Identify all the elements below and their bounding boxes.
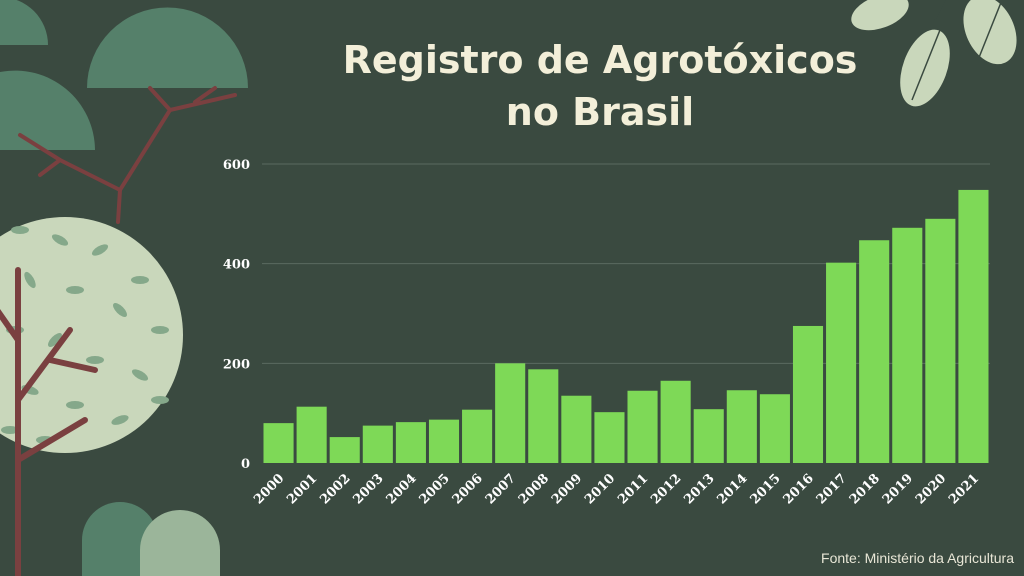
x-tick-label: 2007 bbox=[483, 471, 519, 507]
bar-2005 bbox=[428, 419, 460, 463]
bar-2012 bbox=[660, 380, 691, 463]
bar-2018 bbox=[859, 240, 890, 463]
bar-2001 bbox=[296, 406, 327, 463]
x-tick-label: 2016 bbox=[781, 471, 817, 507]
x-tick-label: 2008 bbox=[516, 471, 552, 507]
x-tick-label: 2019 bbox=[880, 471, 916, 507]
x-tick-label: 2001 bbox=[284, 471, 320, 507]
x-tick-label: 2009 bbox=[549, 471, 585, 507]
bar-2019 bbox=[892, 227, 923, 463]
bar-2013 bbox=[693, 409, 724, 463]
leaf-stems bbox=[911, 0, 1003, 101]
bush-right bbox=[140, 510, 220, 576]
x-tick-label: 2002 bbox=[317, 471, 353, 507]
source-caption: Fonte: Ministério da Agricultura bbox=[821, 550, 1014, 566]
bar-2017 bbox=[826, 262, 857, 463]
bar-2002 bbox=[329, 437, 360, 463]
x-tick-label: 2018 bbox=[847, 471, 883, 507]
x-tick-label: 2021 bbox=[946, 471, 982, 507]
x-tick-label: 2017 bbox=[814, 471, 850, 507]
chart-title: Registro de Agrotóxicos no Brasil bbox=[300, 34, 900, 138]
x-tick-label: 2006 bbox=[450, 471, 486, 507]
bar-2008 bbox=[528, 369, 559, 463]
bar-2020 bbox=[925, 218, 956, 463]
x-tick-label: 2020 bbox=[913, 471, 949, 507]
bar-2009 bbox=[561, 395, 592, 463]
top-left-foliage bbox=[0, 0, 48, 45]
x-tick-label: 2005 bbox=[417, 471, 453, 507]
x-tick-label: 2015 bbox=[748, 471, 784, 507]
x-tick-label: 2003 bbox=[350, 471, 386, 507]
title-line-1: Registro de Agrotóxicos bbox=[342, 38, 858, 82]
left-foliage-dome bbox=[0, 70, 95, 150]
y-tick-label: 400 bbox=[223, 258, 250, 273]
y-tick-label: 600 bbox=[223, 158, 250, 173]
title-line-2: no Brasil bbox=[505, 90, 695, 134]
bar-2007 bbox=[495, 363, 526, 463]
x-tick-label: 2000 bbox=[251, 471, 287, 507]
bar-2011 bbox=[627, 390, 658, 463]
bush-left bbox=[82, 502, 158, 576]
x-tick-label: 2004 bbox=[384, 471, 420, 507]
tree-trunk bbox=[0, 267, 98, 576]
bar-2000 bbox=[263, 423, 294, 463]
tree-branches bbox=[18, 86, 237, 224]
round-tree-canopy bbox=[0, 217, 183, 453]
x-tick-label: 2010 bbox=[582, 471, 618, 507]
bar-2015 bbox=[759, 394, 790, 463]
x-tick-label: 2011 bbox=[615, 471, 651, 507]
bar-2021 bbox=[958, 189, 989, 463]
top-foliage-dome bbox=[87, 7, 248, 88]
x-tick-label: 2013 bbox=[681, 471, 717, 507]
bar-2016 bbox=[792, 325, 824, 463]
y-tick-label: 0 bbox=[241, 457, 250, 472]
bar-2010 bbox=[594, 412, 625, 463]
bar-2014 bbox=[726, 390, 757, 463]
bar-2004 bbox=[395, 422, 426, 463]
bar-2003 bbox=[362, 425, 393, 463]
bar-2006 bbox=[462, 409, 493, 463]
y-tick-label: 200 bbox=[223, 357, 250, 372]
x-tick-label: 2012 bbox=[648, 471, 684, 507]
x-tick-label: 2014 bbox=[714, 471, 750, 507]
